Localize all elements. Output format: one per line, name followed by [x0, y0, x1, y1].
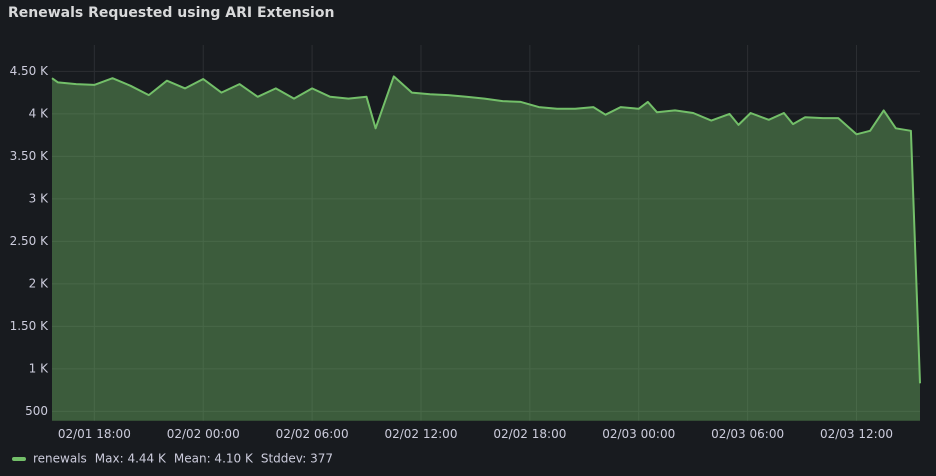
y-tick-label: 1 K: [29, 361, 49, 375]
y-tick-label: 3.50 K: [10, 149, 50, 163]
y-tick-label: 4.50 K: [10, 64, 50, 78]
x-tick-label: 02/03 00:00: [602, 427, 675, 441]
x-tick-label: 02/03 06:00: [711, 427, 784, 441]
x-tick-label: 02/03 12:00: [820, 427, 893, 441]
legend-stat: Stddev: 377: [261, 452, 333, 466]
legend-swatch: [12, 457, 26, 461]
area-fill: [52, 76, 920, 421]
legend-label: renewals: [33, 452, 87, 466]
y-tick-label: 4 K: [29, 106, 49, 120]
y-tick-label: 1.50 K: [10, 319, 50, 333]
x-tick-label: 02/02 18:00: [493, 427, 566, 441]
x-tick-label: 02/02 06:00: [276, 427, 349, 441]
x-tick-label: 02/02 12:00: [384, 427, 457, 441]
y-tick-label: 500: [25, 404, 48, 418]
chart-title: Renewals Requested using ARI Extension: [8, 5, 334, 21]
legend-stat: Mean: 4.10 K: [174, 452, 254, 466]
x-tick-label: 02/02 00:00: [167, 427, 240, 441]
x-tick-label: 02/01 18:00: [58, 427, 131, 441]
y-tick-label: 2 K: [29, 276, 49, 290]
y-tick-label: 3 K: [29, 191, 49, 205]
y-tick-label: 2.50 K: [10, 234, 50, 248]
series-line: [51, 75, 921, 384]
legend-stat: Max: 4.44 K: [95, 452, 167, 466]
